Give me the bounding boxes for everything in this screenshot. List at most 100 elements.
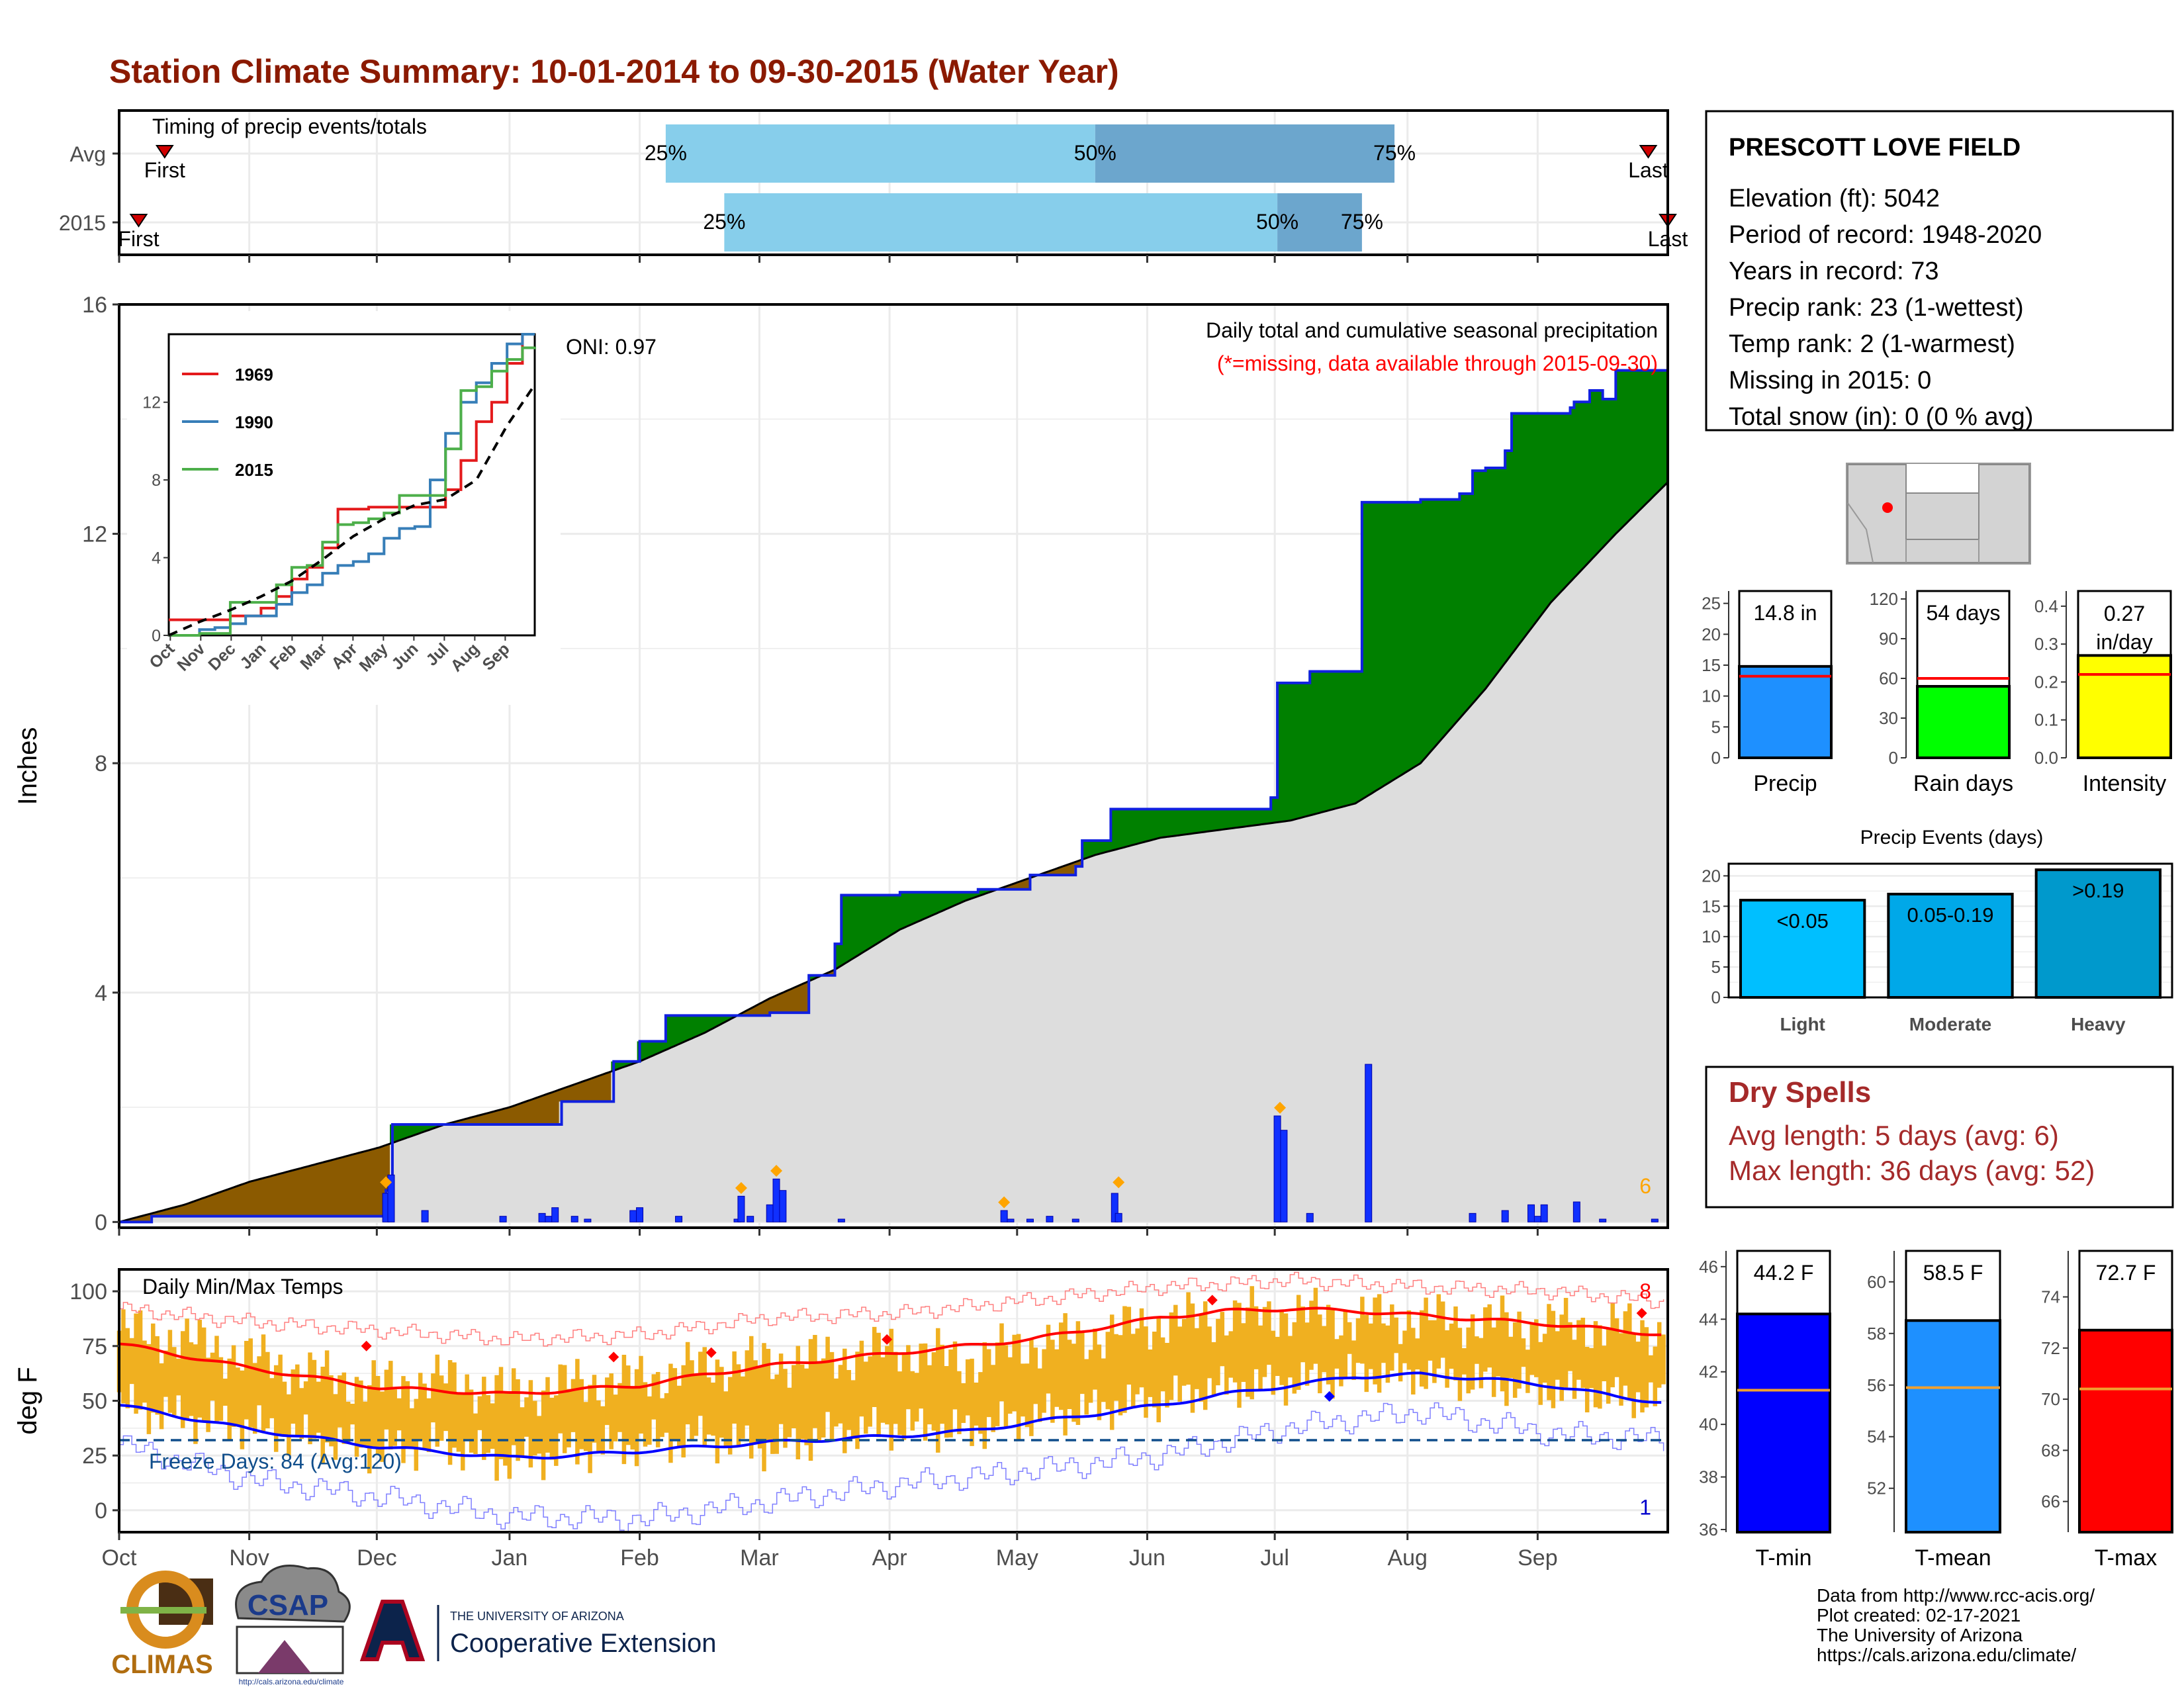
precip-annotation-title: Daily total and cumulative seasonal prec…	[1206, 318, 1658, 342]
ua-small-text: THE UNIVERSITY OF ARIZONA	[450, 1610, 624, 1623]
precip-total-ytick-label: 15	[1702, 655, 1721, 675]
t-min-ytick-label: 46	[1699, 1257, 1718, 1277]
climas-logo-bar	[120, 1607, 206, 1614]
daily-precip-bar	[1365, 1064, 1373, 1222]
inset-ytick-label: 0	[152, 627, 161, 645]
precip-event-marker	[770, 1165, 783, 1177]
t-min-ytick-label: 44	[1699, 1309, 1718, 1329]
daily-precip-bar	[421, 1210, 429, 1222]
precip-events-ytick-label: 0	[1711, 987, 1721, 1007]
footer-line: Plot created: 02-17-2021	[1817, 1605, 2021, 1625]
daily-precip-bar	[1273, 1115, 1281, 1222]
rain-days-ytick-label: 90	[1879, 629, 1898, 649]
precip-events-ytick-label: 5	[1711, 957, 1721, 977]
daily-precip-bar	[1026, 1218, 1034, 1222]
t-min-ytick-label: 42	[1699, 1362, 1718, 1382]
t-mean-ytick-label: 52	[1867, 1479, 1886, 1498]
inset-frame	[167, 333, 536, 637]
daily-precip-bar	[737, 1195, 745, 1222]
daily-precip-bar	[1007, 1218, 1015, 1222]
timing-first-label: First	[118, 227, 159, 251]
station-info: PRESCOTT LOVE FIELD Elevation (ft): 5042 P…	[1705, 110, 2174, 432]
footer-line: The University of Arizona	[1817, 1625, 2023, 1645]
temp-xtick-label: Mar	[740, 1545, 779, 1571]
daily-precip-bar	[1501, 1210, 1509, 1222]
dry-spells-frame	[1705, 1066, 2174, 1209]
record-high-marker	[1206, 1295, 1218, 1306]
temp-xtick-label: Apr	[872, 1545, 907, 1571]
footer-line: https://cals.arizona.edu/climate/	[1817, 1645, 2076, 1665]
precip-ytick-label: 4	[95, 981, 107, 1006]
timing-p25-label: 25%	[645, 141, 687, 165]
daily-precip-bar	[1540, 1204, 1548, 1222]
inset-series-avg	[168, 384, 536, 637]
climas-logo: CLIMAS	[111, 1571, 213, 1679]
station-name: PRESCOTT LOVE FIELD	[1729, 134, 2021, 161]
t-mean-chart: 52 54 56 58 60 58.5 F T-mean	[1867, 1250, 2001, 1571]
precip-border	[118, 303, 1669, 1229]
precip-events-ytick-label: 15	[1702, 896, 1721, 916]
precip-total-value-label: 14.8 in	[1753, 601, 1817, 625]
precip-avg-line	[118, 481, 1669, 1223]
daily-precip-bar	[387, 1174, 395, 1222]
record-low-marker	[1324, 1391, 1335, 1402]
precip-total-bar	[1738, 664, 1833, 759]
t-mean-ytick-label: 60	[1867, 1272, 1886, 1292]
t-max-ytick-label: 74	[2041, 1287, 2060, 1307]
station-line: Temp rank: 2 (1-warmest)	[1729, 330, 2015, 358]
daily-precip-bar	[636, 1207, 644, 1222]
map-state-lines	[1905, 493, 1979, 540]
map-region	[1847, 464, 2030, 563]
daily-precip-bar	[837, 1218, 845, 1222]
timing-row-label: 2015	[59, 211, 106, 235]
daily-precip-bar	[772, 1178, 780, 1222]
daily-precip-bar	[1533, 1216, 1541, 1222]
precip-total-ytick-label: 20	[1702, 624, 1721, 644]
daily-precip-bar	[1572, 1201, 1580, 1222]
intensity-ytick-label: 0.4	[2034, 596, 2058, 616]
intensity-ytick-label: 0.0	[2034, 748, 2058, 768]
station-location-marker	[1882, 502, 1893, 513]
t-min-value-label: 44.2 F	[1754, 1261, 1814, 1285]
t-mean-ytick-label: 54	[1867, 1427, 1886, 1447]
daily-precip-bar	[675, 1216, 683, 1222]
record-high-marker	[882, 1334, 893, 1345]
daily-precip-bar	[1000, 1210, 1008, 1222]
temp-ytick-label: 50	[82, 1389, 107, 1414]
daily-precip-bar	[747, 1216, 754, 1222]
inset-ytick-label: 8	[152, 471, 161, 490]
precip-annotation-missing: (*=missing, data available through 2015-…	[1217, 351, 1658, 375]
precip-event-marker	[1113, 1176, 1125, 1189]
rain-days-ytick-label: 60	[1879, 668, 1898, 688]
temp-xtick-label: Dec	[357, 1545, 396, 1571]
daily-precip-bar	[779, 1190, 787, 1222]
rain-days-ytick-label: 120	[1870, 589, 1898, 609]
t-max-category-label: T-max	[2095, 1545, 2157, 1571]
temp-ytick-label: 25	[82, 1443, 107, 1469]
daily-precip-bar	[1046, 1216, 1054, 1222]
daily-precip-bar	[1071, 1218, 1079, 1222]
daily-precip-bar	[1280, 1130, 1288, 1222]
temp-xtick-label: Jun	[1129, 1545, 1165, 1571]
timing-border	[118, 109, 1669, 256]
footer-line: Data from http://www.rcc-acis.org/	[1817, 1585, 2095, 1606]
daily-precip-bar	[1469, 1212, 1477, 1222]
t-max-bar	[2078, 1328, 2173, 1533]
rain-days-category-label: Rain days	[1913, 771, 2013, 796]
precip-event-marker	[1274, 1101, 1287, 1114]
precip-ytick-label: 16	[82, 293, 107, 318]
precip-events-bar-label: >0.19	[2072, 879, 2124, 902]
temp-record-low	[119, 1402, 1664, 1532]
temp-ytick-label: 75	[82, 1334, 107, 1359]
precip-events-bar	[1739, 899, 1866, 999]
precip-events-category: Light	[1780, 1014, 1825, 1034]
timing-bar-25-50	[665, 124, 1095, 183]
record-high-marker	[705, 1347, 717, 1358]
t-min-ytick-label: 40	[1699, 1414, 1718, 1434]
precip-total-category-label: Precip	[1753, 771, 1817, 796]
precip-obs-line	[119, 369, 1668, 1224]
precip-events-frame	[1727, 862, 2173, 999]
